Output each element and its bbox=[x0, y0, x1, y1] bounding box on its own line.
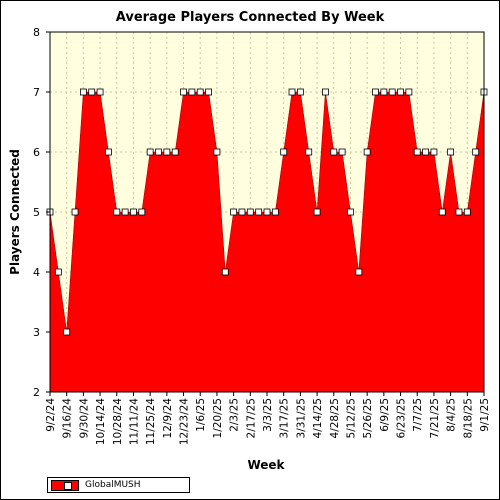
x-tick-label: 1/20/25 bbox=[212, 398, 224, 438]
data-point bbox=[347, 208, 354, 216]
data-point bbox=[430, 148, 438, 156]
data-point bbox=[363, 148, 371, 156]
data-point bbox=[271, 208, 279, 216]
x-tick-label: 2/3/25 bbox=[229, 398, 241, 432]
data-point bbox=[238, 208, 246, 216]
legend-swatch bbox=[51, 480, 79, 491]
x-tick-label: 6/23/25 bbox=[396, 398, 408, 438]
data-point bbox=[221, 268, 229, 276]
x-axis-title: Week bbox=[247, 458, 285, 472]
legend-marker-icon bbox=[64, 482, 72, 490]
data-point bbox=[455, 208, 463, 216]
chart-title: Average Players Connected By Week bbox=[116, 10, 385, 25]
data-point bbox=[71, 208, 79, 216]
data-point bbox=[422, 148, 429, 156]
x-tick-label: 7/21/25 bbox=[429, 398, 441, 438]
data-point bbox=[330, 148, 338, 156]
data-point bbox=[88, 88, 96, 96]
series-markers bbox=[46, 88, 488, 336]
y-tick-label: 6 bbox=[33, 146, 40, 159]
data-point bbox=[138, 208, 146, 216]
data-point bbox=[246, 208, 254, 216]
data-point bbox=[288, 88, 296, 96]
x-tick-label: 5/26/25 bbox=[362, 398, 374, 438]
data-point bbox=[196, 88, 204, 96]
data-point bbox=[63, 328, 71, 336]
data-point bbox=[372, 88, 379, 96]
data-point bbox=[105, 148, 112, 156]
data-point bbox=[322, 88, 329, 96]
data-point bbox=[296, 88, 304, 96]
x-tick-label: 3/31/25 bbox=[295, 398, 307, 438]
data-point bbox=[213, 148, 221, 156]
y-axis-ticks: 2 3 4 5 6 7 8 bbox=[33, 26, 50, 399]
legend: GlobalMUSH bbox=[47, 477, 190, 493]
x-tick-label: 10/14/24 bbox=[95, 398, 107, 445]
data-point bbox=[263, 208, 271, 216]
data-point bbox=[96, 88, 104, 96]
data-point bbox=[163, 148, 171, 156]
x-tick-label: 3/3/25 bbox=[262, 398, 274, 432]
data-point bbox=[79, 88, 87, 96]
data-point bbox=[121, 208, 129, 216]
y-axis-title: Players Connected bbox=[8, 149, 22, 275]
data-point bbox=[305, 148, 313, 156]
data-point bbox=[380, 88, 388, 96]
y-tick-label: 4 bbox=[33, 266, 40, 279]
x-tick-label: 12/9/24 bbox=[162, 398, 174, 439]
data-point bbox=[255, 208, 263, 216]
x-tick-label: 8/4/25 bbox=[446, 398, 458, 432]
y-tick-label: 3 bbox=[33, 326, 40, 339]
data-point bbox=[54, 268, 62, 276]
x-tick-label: 9/30/24 bbox=[78, 398, 90, 439]
data-point bbox=[397, 88, 404, 96]
x-tick-label: 12/23/24 bbox=[179, 398, 191, 445]
y-tick-label: 7 bbox=[33, 86, 40, 99]
data-point bbox=[447, 148, 455, 156]
data-point bbox=[438, 208, 446, 216]
data-point bbox=[205, 88, 212, 96]
x-tick-label: 9/2/24 bbox=[45, 398, 57, 432]
x-tick-label: 1/6/25 bbox=[195, 398, 207, 432]
x-tick-label: 4/28/25 bbox=[329, 398, 341, 438]
data-point bbox=[171, 148, 179, 156]
data-point bbox=[155, 148, 162, 156]
data-point bbox=[463, 208, 471, 216]
x-tick-label: 8/18/25 bbox=[462, 398, 474, 438]
x-tick-label: 10/28/24 bbox=[112, 398, 124, 445]
x-tick-label: 9/1/25 bbox=[479, 398, 491, 432]
x-axis-ticks: 9/2/24 9/16/24 9/30/24 10/14/24 10/28/24 11/1… bbox=[45, 392, 491, 445]
legend-label: GlobalMUSH bbox=[85, 480, 141, 490]
data-point bbox=[180, 88, 187, 96]
y-tick-label: 5 bbox=[33, 206, 40, 219]
y-tick-label: 8 bbox=[33, 26, 40, 39]
data-point bbox=[338, 148, 346, 156]
y-tick-label: 2 bbox=[33, 386, 40, 399]
x-tick-label: 11/11/24 bbox=[128, 398, 140, 445]
x-tick-label: 6/9/25 bbox=[379, 398, 391, 432]
data-point bbox=[188, 88, 196, 96]
x-tick-label: 7/7/25 bbox=[412, 398, 424, 432]
data-point bbox=[313, 208, 321, 216]
x-tick-label: 3/17/25 bbox=[279, 398, 291, 438]
x-tick-label: 9/16/24 bbox=[62, 398, 74, 439]
x-tick-label: 5/12/25 bbox=[345, 398, 357, 438]
x-tick-label: 2/17/25 bbox=[245, 398, 257, 438]
x-tick-label: 4/14/25 bbox=[312, 398, 324, 438]
data-point bbox=[280, 148, 288, 156]
data-point bbox=[130, 208, 137, 216]
data-point bbox=[113, 208, 121, 216]
data-point bbox=[388, 88, 396, 96]
data-point bbox=[405, 88, 413, 96]
data-point bbox=[413, 148, 421, 156]
data-point bbox=[230, 208, 238, 216]
x-tick-label: 11/25/24 bbox=[145, 398, 157, 445]
data-point bbox=[355, 268, 363, 276]
data-point bbox=[472, 148, 480, 156]
data-point bbox=[146, 148, 154, 156]
